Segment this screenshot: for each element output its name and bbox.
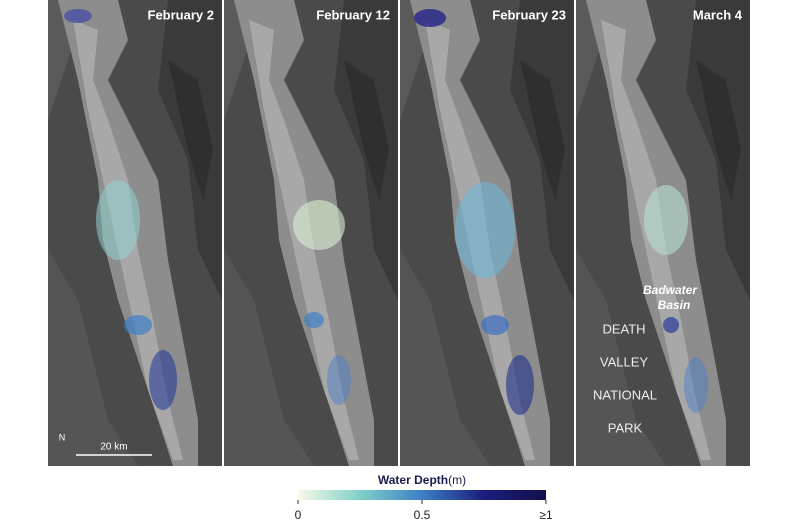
park-label: NATIONAL — [593, 387, 657, 402]
north-label: N — [59, 432, 66, 442]
panel: March 4 Badwater Basin DEATH VALLEY NATI… — [576, 0, 750, 466]
panel: February 23 — [400, 0, 574, 466]
park-label: PARK — [608, 420, 643, 435]
legend-tick-label: ≥1 — [539, 508, 553, 522]
legend-title-text: Water Depth — [378, 473, 448, 487]
legend-unit: (m) — [448, 473, 466, 487]
park-label: VALLEY — [600, 354, 649, 369]
panel: February 12 — [224, 0, 398, 466]
legend-tick-label: 0.5 — [414, 508, 431, 522]
color-bar — [298, 490, 546, 500]
panel-title: February 2 — [148, 7, 214, 22]
panel-title: February 23 — [492, 7, 566, 22]
legend-tick-label: 0 — [295, 508, 302, 522]
basin-label: Badwater — [643, 283, 698, 297]
basin-label: Basin — [658, 298, 691, 312]
park-label: DEATH — [602, 321, 645, 336]
legend-title: Water Depth(m) — [378, 473, 466, 487]
scale-label: 20 km — [100, 442, 127, 453]
panel-title: March 4 — [693, 7, 743, 22]
panel-title: February 12 — [316, 7, 390, 22]
panel: February 2 N 20 km — [48, 0, 222, 466]
